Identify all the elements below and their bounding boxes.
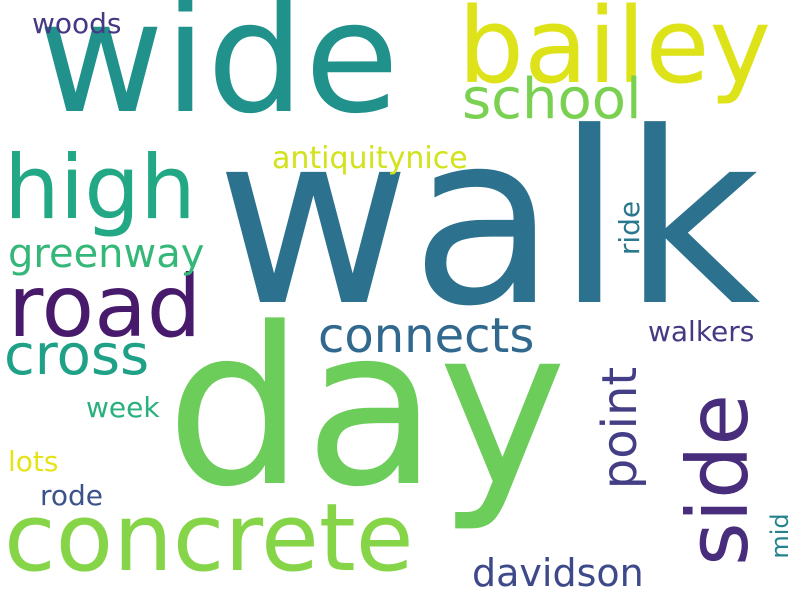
word-woods: woods: [32, 7, 122, 40]
word-cross: cross: [4, 323, 150, 388]
word-day: day: [166, 282, 567, 535]
word-high: high: [4, 136, 196, 239]
word-concrete: concrete: [4, 484, 414, 593]
word-rode: rode: [40, 479, 104, 512]
word-bailey: bailey: [458, 0, 772, 107]
word-davidson: davidson: [472, 551, 644, 595]
word-side: side: [669, 393, 767, 567]
word-school: school: [462, 67, 642, 132]
word-lots: lots: [8, 445, 59, 478]
word-week: week: [86, 391, 160, 424]
word-antiquitynice: antiquitynice: [272, 141, 468, 176]
word-mid: mid: [766, 513, 794, 559]
word-road: road: [8, 257, 202, 357]
word-point: point: [592, 366, 648, 490]
word-walk: walk: [216, 82, 761, 359]
word-greenway: greenway: [8, 231, 205, 277]
word-wide: wide: [38, 0, 400, 148]
word-ride: ride: [613, 200, 646, 256]
word-walkers: walkers: [648, 315, 755, 348]
word-connects: connects: [318, 308, 535, 364]
